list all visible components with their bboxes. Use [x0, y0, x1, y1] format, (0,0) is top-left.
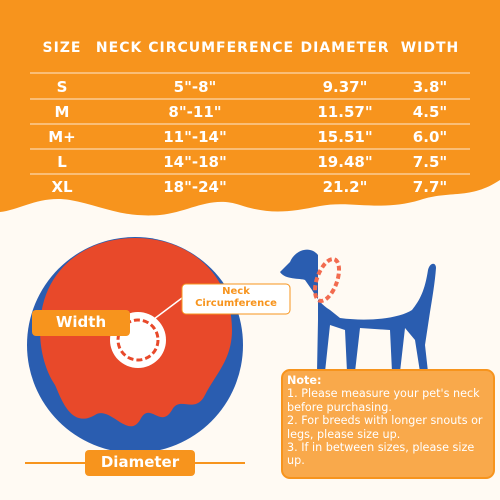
table-header: WIDTH — [400, 40, 460, 56]
table-cell: M+ — [48, 128, 76, 146]
note-box — [281, 369, 495, 479]
table-header: DIAMETER — [300, 40, 390, 56]
table-cell: 11"-14" — [163, 128, 227, 146]
table-cell: 3.8" — [412, 78, 448, 96]
table-cell: 21.2" — [322, 178, 368, 196]
table-cell: S — [56, 78, 68, 96]
table-cell: L — [57, 153, 67, 171]
note-title: Note: — [287, 374, 322, 387]
table-cell: 11.57" — [317, 103, 373, 121]
row-lines — [30, 72, 470, 175]
table-cell: 9.37" — [322, 78, 368, 96]
note-item: 2. For breeds with longer snouts or legs… — [287, 414, 483, 441]
table-cell: 7.5" — [412, 153, 448, 171]
width-label: Width — [55, 313, 107, 331]
diameter-label: Diameter — [100, 453, 180, 471]
neck-label-box — [181, 283, 291, 315]
table-cell: 18"-24" — [163, 178, 227, 196]
neck-label: Neck Circumference — [195, 286, 277, 309]
note: Note: 1. Please measure your pet's neck b… — [287, 374, 485, 468]
dog-collar — [312, 257, 342, 303]
dog-silhouette — [280, 249, 436, 372]
table-cell: 14"-18" — [163, 153, 227, 171]
table-cell: 6.0" — [412, 128, 448, 146]
table-cell: 19.48" — [317, 153, 373, 171]
table-cell: M — [54, 103, 70, 121]
table-cell: 5"-8" — [173, 78, 217, 96]
table-cell: 4.5" — [412, 103, 448, 121]
table-cell: 7.7" — [412, 178, 448, 196]
note-item: 1. Please measure your pet's neck before… — [287, 387, 480, 414]
table-header: NECK CIRCUMFERENCE — [95, 40, 295, 56]
table-cell: 15.51" — [317, 128, 373, 146]
orange-background — [0, 0, 500, 216]
donut-cone — [27, 237, 243, 453]
note-item: 3. If in between sizes, please size up. — [287, 441, 475, 468]
width-label-box — [32, 310, 130, 336]
table-cell: 8"-11" — [168, 103, 222, 121]
diameter-label-box — [85, 450, 195, 476]
table-header: SIZE — [42, 40, 82, 56]
table-cell: XL — [51, 178, 73, 196]
